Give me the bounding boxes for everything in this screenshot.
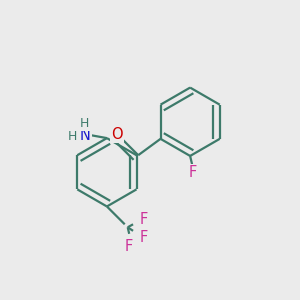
Text: F: F <box>189 165 197 180</box>
Text: F: F <box>140 230 148 245</box>
Text: H: H <box>68 130 77 143</box>
Text: O: O <box>111 127 122 142</box>
Text: N: N <box>80 128 90 142</box>
Text: F: F <box>125 239 133 254</box>
Text: H: H <box>80 117 89 130</box>
Text: F: F <box>140 212 148 227</box>
